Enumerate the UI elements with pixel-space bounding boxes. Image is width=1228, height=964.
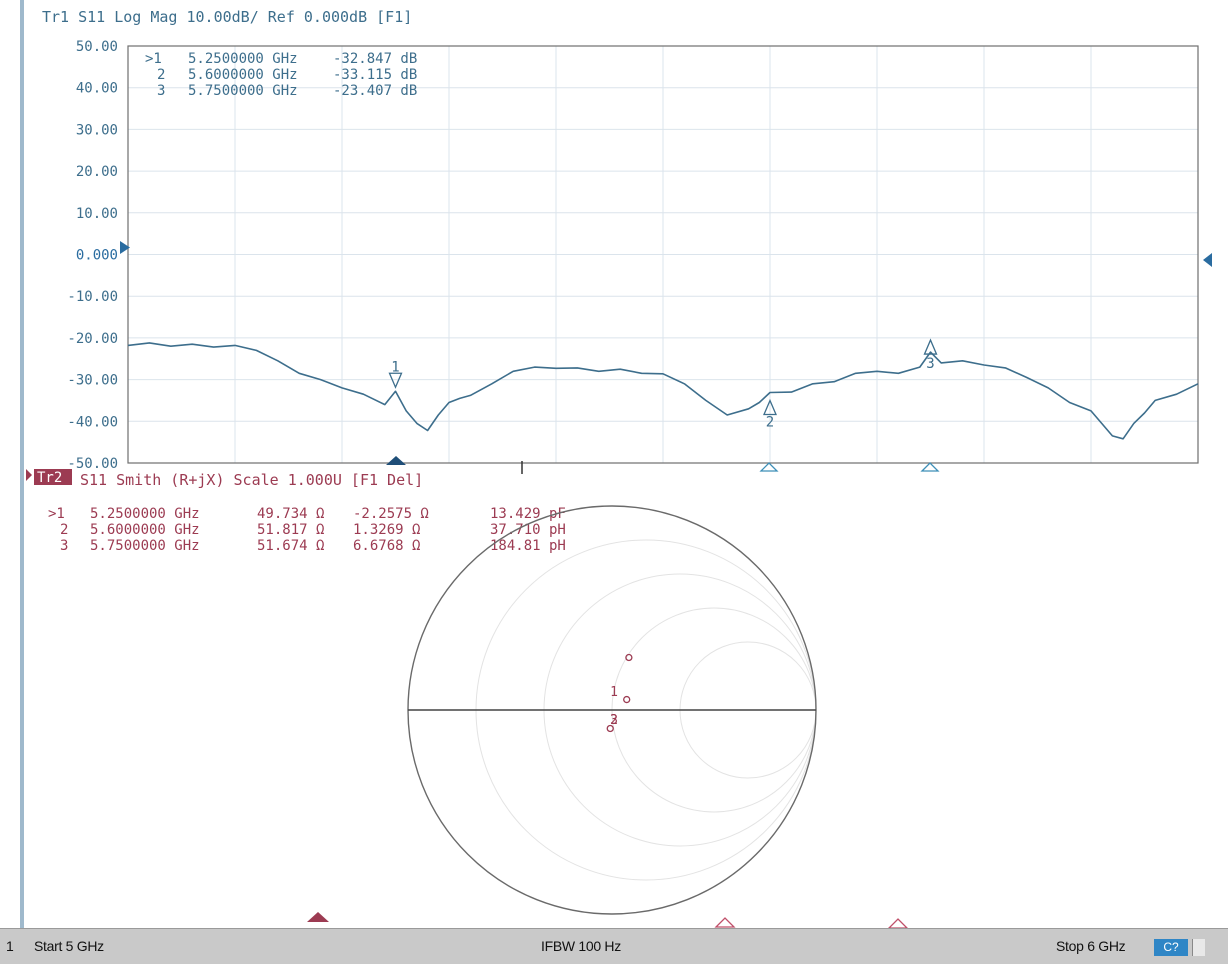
trace-marker-1[interactable] xyxy=(388,372,403,389)
logmag-plot-frame xyxy=(127,45,1199,464)
y-tick-label: 0.000 xyxy=(76,248,118,264)
trace1-marker-table: >1 5.2500000 GHz -32.847 dB 2 5.6000000 … xyxy=(145,51,417,99)
logmag-y-axis: 50.00 40.00 30.00 20.00 10.00 0.000 -10.00 -20.… xyxy=(67,39,118,472)
t2-marker-2-freq: 5.6000000 GHz xyxy=(90,522,200,538)
active-trace-arrow[interactable] xyxy=(26,469,32,481)
y-tick-label: 40.00 xyxy=(76,81,118,97)
trace-marker-label-3: 3 xyxy=(926,356,934,372)
t2-marker-3-id: 3 xyxy=(60,538,68,554)
trace-marker-label-2: 2 xyxy=(766,415,774,431)
t2-marker-2-x: 1.3269 Ω xyxy=(353,522,420,538)
status-bar xyxy=(0,928,1228,964)
channel-number: 1 xyxy=(6,938,14,954)
ifbw-readout[interactable]: IFBW 100 Hz xyxy=(541,938,621,954)
t2-marker-1-x: -2.2575 Ω xyxy=(353,506,429,522)
y-tick-label: 10.00 xyxy=(76,206,118,222)
y-tick-label: -30.00 xyxy=(67,373,118,389)
trace1-title[interactable]: Tr1 S11 Log Mag 10.00dB/ Ref 0.000dB [F1… xyxy=(42,8,412,26)
stim-marker-1-active[interactable] xyxy=(386,456,406,465)
t2-stim-marker-2[interactable] xyxy=(714,917,736,928)
y-tick-label: -40.00 xyxy=(67,414,118,430)
y-tick-label: -50.00 xyxy=(67,456,118,472)
t2-marker-2-id: 2 xyxy=(60,522,68,538)
start-frequency[interactable]: Start 5 GHz xyxy=(34,938,104,954)
trace-marker-label-1: 1 xyxy=(391,359,399,375)
smith-marker-label-2: 2 xyxy=(610,713,618,728)
t1-marker-3-value: -23.407 dB xyxy=(333,83,417,99)
t2-marker-3-freq: 5.7500000 GHz xyxy=(90,538,200,554)
t2-marker-2-r: 51.817 Ω xyxy=(257,522,324,538)
logmag-grid xyxy=(128,46,1198,463)
y-tick-label: -20.00 xyxy=(67,331,118,347)
trace2-badge[interactable]: Tr2 xyxy=(37,470,62,486)
y-tick-label: 50.00 xyxy=(76,39,118,55)
t1-marker-3-freq: 5.7500000 GHz xyxy=(188,83,298,99)
t1-marker-1-value: -32.847 dB xyxy=(333,51,417,67)
smith-chart: 1 23 xyxy=(407,505,817,915)
s11-logmag-line xyxy=(127,342,1199,440)
y-tick-label: -10.00 xyxy=(67,289,118,305)
trace-marker-3[interactable] xyxy=(923,338,938,355)
trace2-title[interactable]: S11 Smith (R+jX) Scale 1.000U [F1 Del] xyxy=(80,471,423,489)
stop-frequency[interactable]: Stop 6 GHz xyxy=(1056,938,1126,954)
t2-marker-3-r: 51.674 Ω xyxy=(257,538,324,554)
y-tick-label: 20.00 xyxy=(76,164,118,180)
y-tick-label: 30.00 xyxy=(76,122,118,138)
t2-marker-1-id: >1 xyxy=(48,506,65,522)
stim-marker-2[interactable] xyxy=(759,462,779,472)
t2-marker-3-x: 6.6768 Ω xyxy=(353,538,420,554)
trace2-marker-table: >1 5.2500000 GHz 49.734 Ω -2.2575 Ω 13.4… xyxy=(48,506,566,554)
trace-marker-2[interactable] xyxy=(763,398,777,416)
smith-marker-1[interactable] xyxy=(606,724,614,733)
smith-marker-label-3: 3 xyxy=(610,713,618,728)
status-end-box xyxy=(1192,939,1205,956)
t2-marker-3-lc: 184.81 pH xyxy=(490,538,566,554)
t1-marker-2-value: -33.115 dB xyxy=(333,67,417,83)
t2-stim-marker-1-active[interactable] xyxy=(307,912,329,922)
ref-level-arrow-right[interactable] xyxy=(1203,253,1212,267)
t1-marker-3-id: 3 xyxy=(157,83,165,99)
smith-marker-3[interactable] xyxy=(625,653,633,662)
channel-status-badge[interactable]: C? xyxy=(1154,939,1188,956)
t1-marker-1-freq: 5.2500000 GHz xyxy=(188,51,298,67)
ref-level-arrow-left[interactable] xyxy=(120,241,130,254)
t1-marker-1-id: >1 xyxy=(145,51,162,67)
t2-stim-marker-3[interactable] xyxy=(887,918,909,929)
t2-marker-1-lc: 13.429 pF xyxy=(490,506,566,522)
smith-markers: 1 23 xyxy=(606,653,633,733)
logmag-trace xyxy=(127,342,1199,440)
trace2-badge-bg xyxy=(34,469,72,485)
smith-marker-2[interactable] xyxy=(623,695,631,704)
window-left-edge xyxy=(20,0,24,928)
smith-marker-label-1: 1 xyxy=(610,685,618,700)
t1-marker-2-freq: 5.6000000 GHz xyxy=(188,67,298,83)
t2-marker-1-r: 49.734 Ω xyxy=(257,506,324,522)
t2-marker-1-freq: 5.2500000 GHz xyxy=(90,506,200,522)
t1-marker-2-id: 2 xyxy=(157,67,165,83)
stim-marker-3[interactable] xyxy=(920,462,940,472)
logmag-markers: 1 2 3 xyxy=(388,338,938,431)
